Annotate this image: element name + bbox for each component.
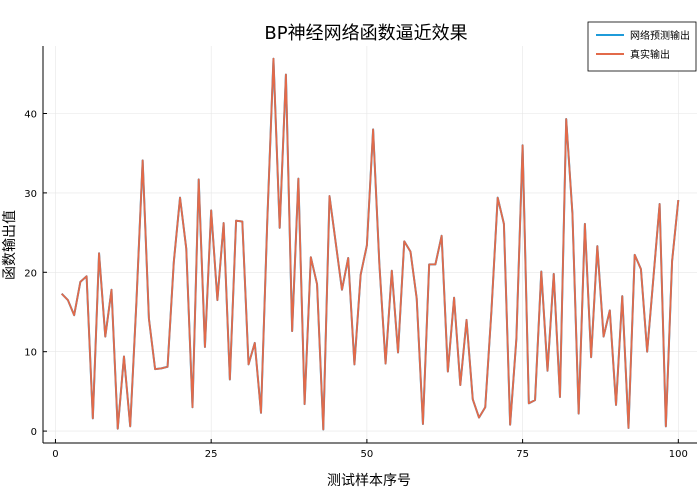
y-tick-label: 30 [24,189,37,200]
y-tick-label: 10 [24,348,37,359]
legend: 网络预测输出 真实输出 [587,21,697,72]
x-tick-label: 50 [361,449,374,460]
legend-label-series-2: 真实输出 [630,48,670,61]
y-tick-label: 40 [24,109,37,120]
legend-label-series-1: 网络预测输出 [630,29,690,42]
x-tick-label: 75 [516,449,529,460]
y-axis-title: 函数输出值 [2,210,18,280]
y-tick-label: 20 [24,268,37,279]
y-tick-label: 0 [31,427,37,438]
x-tick-label: 0 [52,449,58,460]
series-lines [60,57,680,431]
x-axis-title: 测试样本序号 [327,473,411,489]
x-tick-label: 25 [205,449,218,460]
legend-box [587,21,697,72]
series-line-2 [61,57,680,431]
chart-title: BP神经网络函数逼近效果 [264,23,467,44]
tick-labels: 0 25 50 75 100 0 10 20 30 40 [24,109,688,460]
x-tick-label: 100 [669,449,688,460]
axes [42,46,697,444]
